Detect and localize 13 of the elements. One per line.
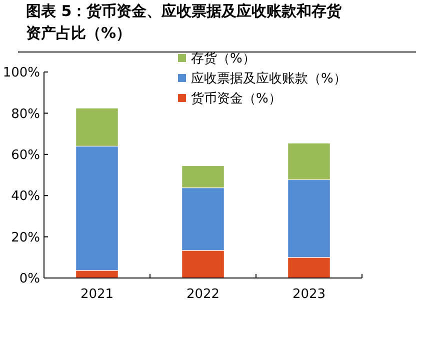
chart-title: 图表 5：货币资金、应收票据及应收账款和存货资产占比（%） [26,2,343,42]
x-tick-label: 2023 [292,287,326,302]
y-tick-label: 0% [19,272,40,287]
legend-label: 货币资金（%） [191,92,282,107]
legend-label: 存货（%） [191,52,256,67]
x-tick-label: 2021 [80,287,114,302]
y-tick-label: 100% [2,66,40,81]
x-tick-label: 2022 [186,287,220,302]
legend-label: 应收票据及应收账款（%） [191,70,346,87]
y-tick-label: 40% [11,189,40,204]
y-tick-label: 20% [11,230,40,246]
y-tick-label: 60% [11,148,40,163]
y-tick-label: 80% [11,106,40,122]
